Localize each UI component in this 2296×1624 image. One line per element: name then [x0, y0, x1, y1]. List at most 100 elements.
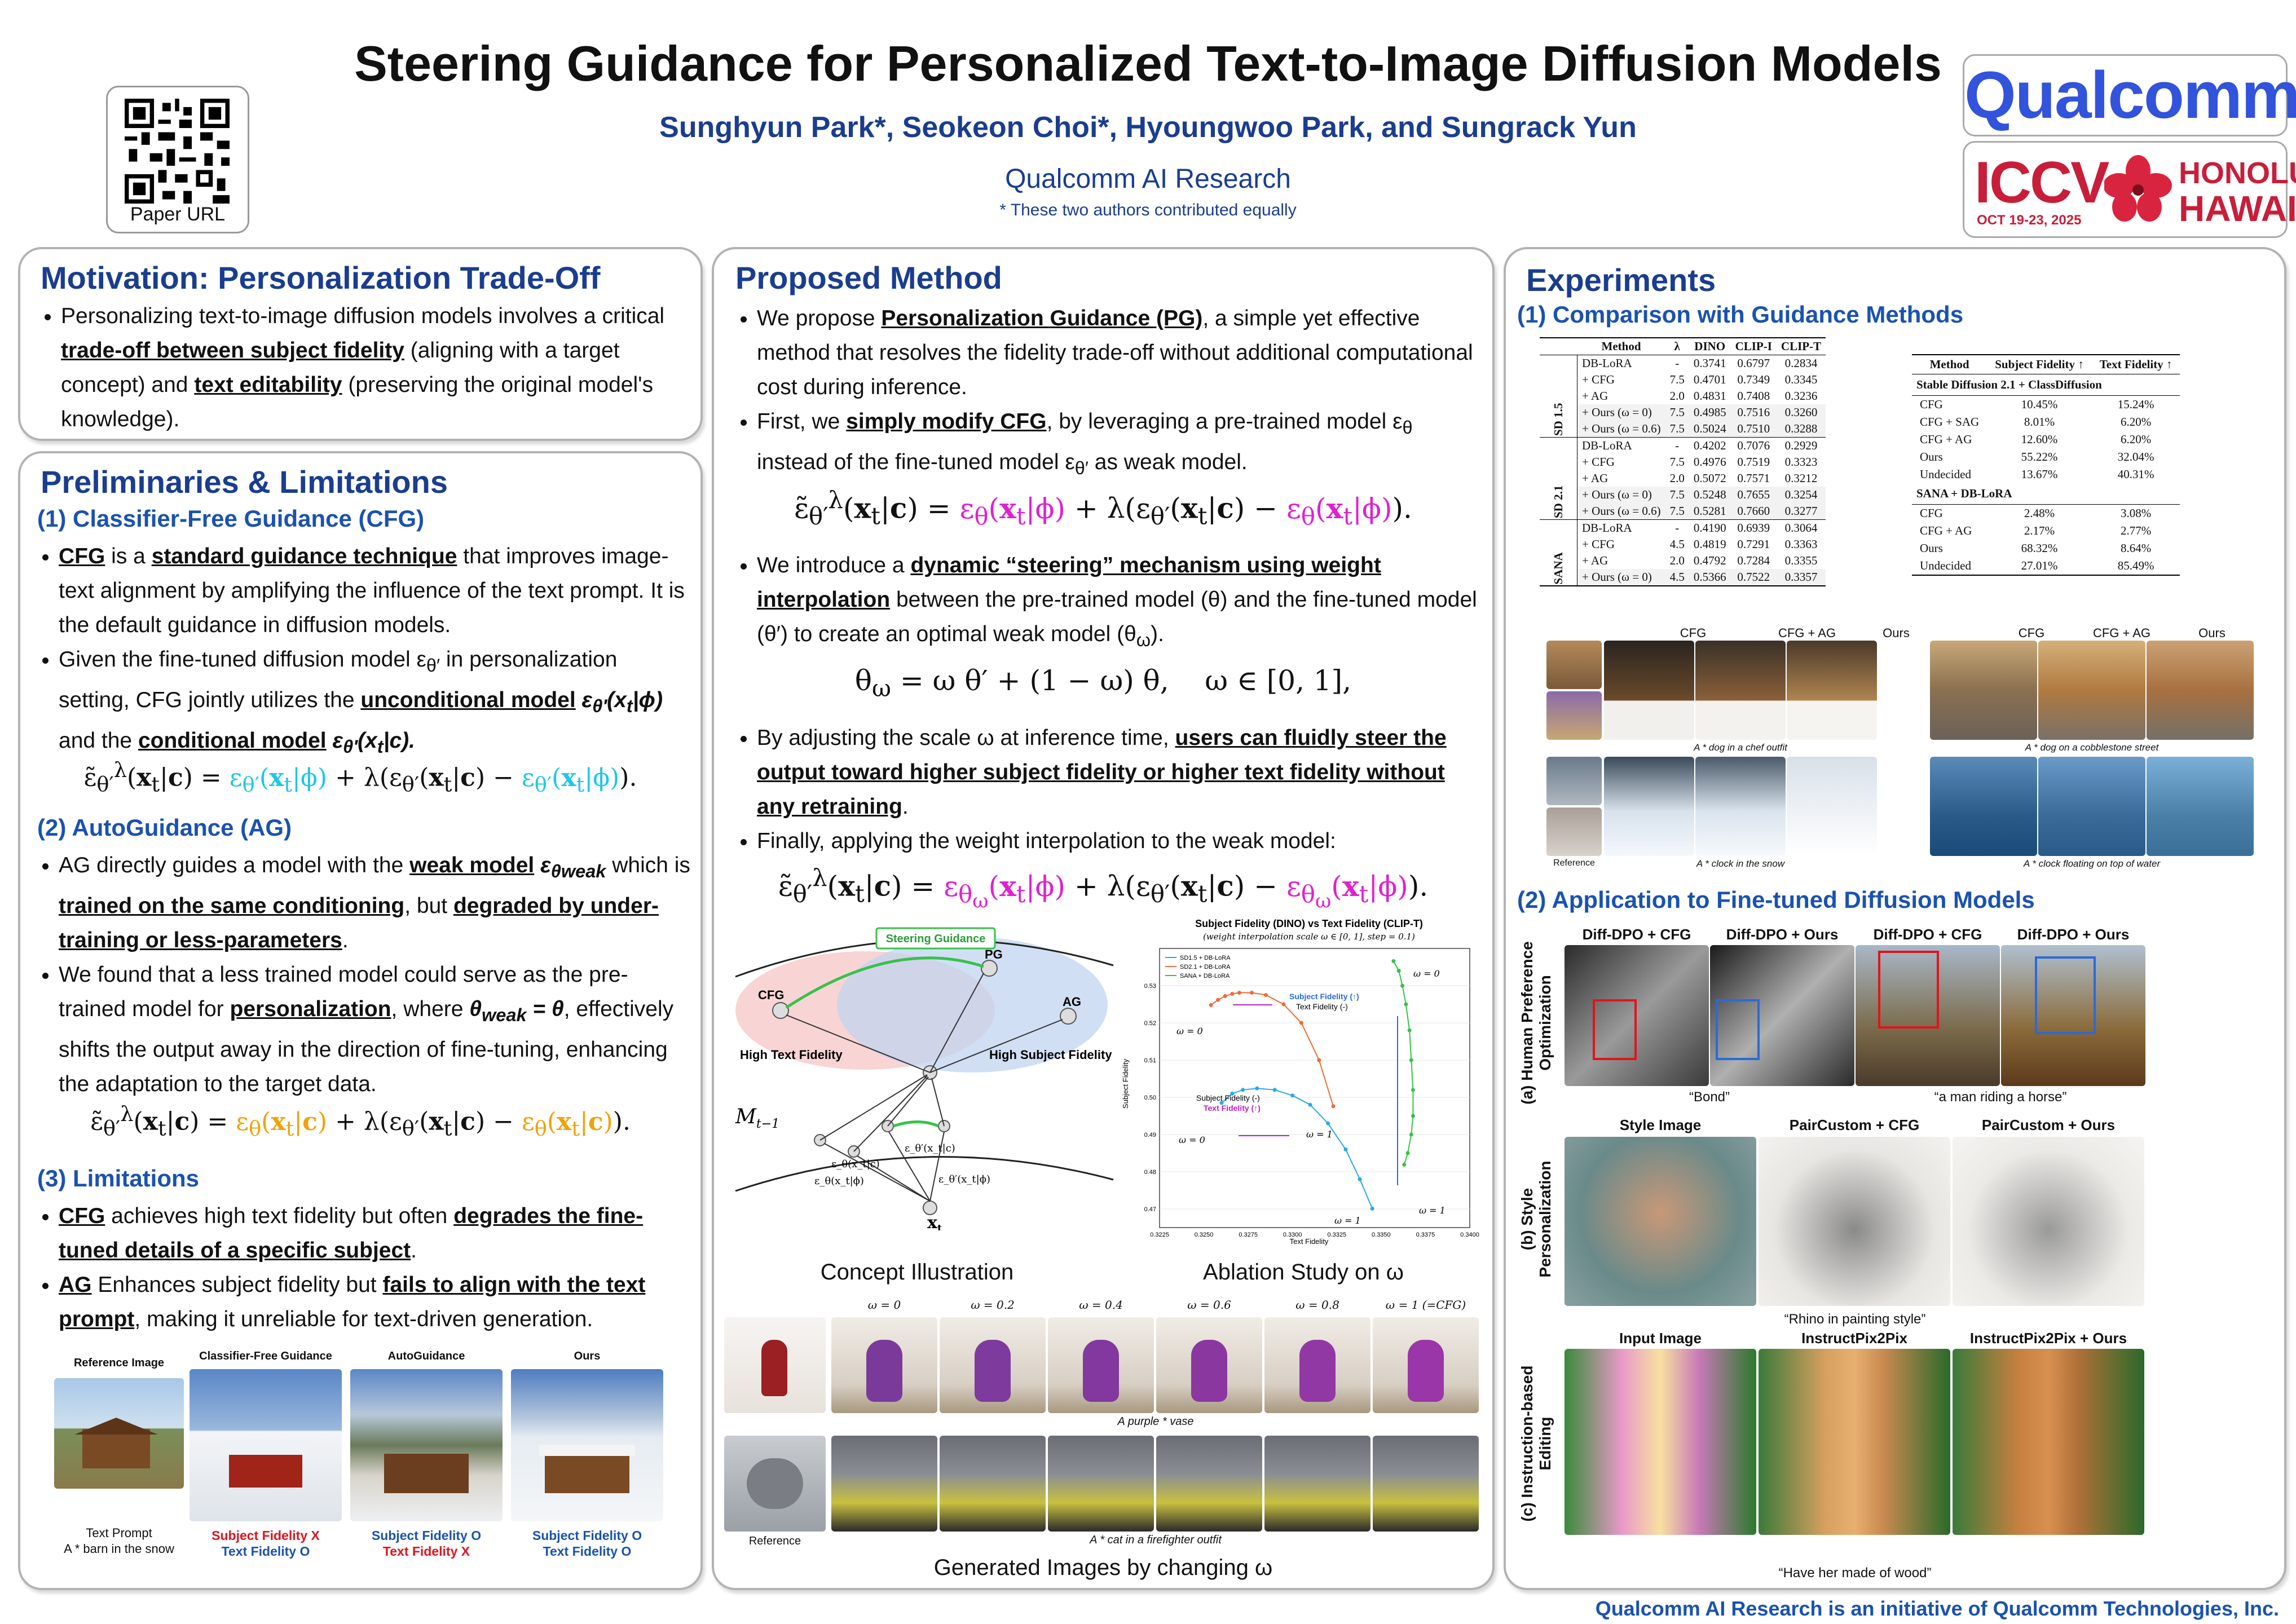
- series-point: [1404, 1002, 1408, 1007]
- experiments-panel: Experiments (1) Comparison with Guidance…: [1504, 247, 2286, 1590]
- subject-fidelity-neutral-label: Subject Fidelity (-): [1196, 1093, 1260, 1102]
- steering-arrow-bottom: [893, 1120, 939, 1128]
- table-cell: 10.45%: [2021, 398, 2058, 411]
- table-cell: 0.4701: [1693, 373, 1726, 386]
- cfg-column-label: Classifier-Free Guidance: [199, 1350, 332, 1362]
- ag-column-label: AutoGuidance: [387, 1350, 465, 1362]
- series-point: [1396, 969, 1401, 973]
- table-cell: Undecided: [1920, 559, 1971, 572]
- table-cell: 0.7284: [1737, 554, 1770, 567]
- method-title: Proposed Method: [735, 260, 1002, 295]
- series-point: [1358, 1177, 1362, 1181]
- ours-subject-verdict: Subject Fidelity O: [532, 1528, 642, 1543]
- series-point: [1255, 1086, 1259, 1091]
- hp-label: (a) Human Preference Optimization: [1518, 941, 1554, 1105]
- table-cell: 0.7349: [1737, 373, 1770, 386]
- table-cell: 0.3260: [1776, 404, 1826, 421]
- series-point: [1223, 994, 1227, 998]
- table-cell: 0.3288: [1776, 421, 1826, 438]
- series-point: [1272, 1088, 1277, 1092]
- ag-barn-image: [350, 1369, 503, 1521]
- series-point: [1409, 1058, 1413, 1062]
- iccv-dates: OCT 19-23, 2025: [1977, 213, 2082, 228]
- table-cell: + AG: [1582, 554, 1608, 567]
- grid-cfg-label-2: CFG: [2018, 626, 2045, 640]
- table-row: CFG + AG 2.17% 2.77%: [1912, 522, 2180, 540]
- table-cell: + Ours (ω = 0): [1577, 569, 1665, 586]
- interp-equation: θω = ω θ′ + (1 − ω) θ, ω ∈ [0, 1],: [854, 664, 1352, 702]
- chart-subtitle: (weight interpolation scale ω ∈ [0, 1], …: [1203, 932, 1415, 942]
- qualcomm-logo: Qualcomm: [1963, 54, 2296, 136]
- series-point: [1249, 991, 1254, 995]
- omega-label: ω = 1 (=CFG): [1385, 1298, 1466, 1312]
- hp-col-1: Diff-DPO + CFG: [1582, 926, 1691, 943]
- qr-code-box[interactable]: Paper URL: [106, 86, 249, 233]
- table-row: + Ours (ω = 0) 7.5 0.5248 0.7655 0.3254: [1540, 487, 1826, 503]
- table-cell: 0.7291: [1737, 537, 1770, 551]
- table-cell: CFG + SAG: [1920, 415, 1980, 429]
- rhino-ours-image: [1953, 1137, 2144, 1306]
- text-fidelity-up-label: Text Fidelity (↑): [1204, 1104, 1261, 1113]
- hp-col-4: Diff-DPO + Ours: [2017, 926, 2130, 943]
- grid-cfgag-label-2: CFG + AG: [2092, 626, 2151, 640]
- motivation-bullet: Personalizing text-to-image diffusion mo…: [61, 299, 694, 436]
- ours-text-verdict: Text Fidelity O: [543, 1544, 632, 1559]
- table-cell: 0.7076: [1730, 437, 1777, 454]
- hibiscus-icon: [2104, 155, 2172, 222]
- dog-street-cfgag-image: [2038, 641, 2145, 740]
- table-cell: 0.3357: [1776, 569, 1826, 586]
- table-cell: Undecided: [1920, 467, 1971, 481]
- vase-omega-image: [1264, 1317, 1370, 1413]
- chart-background: [1120, 915, 1487, 1247]
- table-cell: CFG: [1920, 506, 1943, 520]
- x-tick-label: 0.3325: [1327, 1232, 1346, 1238]
- text-prompt-label: Text Prompt: [86, 1526, 152, 1540]
- plot-frame: [1159, 948, 1470, 1228]
- table-cell: 0.7516: [1730, 404, 1777, 421]
- table-cell: 0.5248: [1689, 487, 1731, 503]
- motivation-title: Motivation: Personalization Trade-Off: [41, 260, 601, 295]
- vase-omega-image: [940, 1317, 1046, 1413]
- table-row: SD 1.5 DB-LoRA -0.3741 0.6797 0.2834: [1540, 355, 1826, 438]
- table1-header-row: Method λ DINO CLIP-I CLIP-T: [1540, 338, 1826, 355]
- omega-generation-grid: Reference ω = 0 ω = 0.2 ω = 0.4 ω = 0.6 ω = …: [724, 1298, 1486, 1563]
- table2-header: Method: [1912, 355, 1987, 374]
- table-cell: 0.4831: [1693, 389, 1726, 403]
- clock-water-prompt: A * clock floating on top of water: [2023, 858, 2161, 869]
- table-cell: 0.7408: [1737, 389, 1770, 403]
- table-cell: 0.2834: [1784, 356, 1818, 370]
- ag-text-verdict: Text Fidelity X: [382, 1544, 470, 1559]
- table-cell: 32.04%: [2117, 450, 2154, 464]
- table-cell: + AG: [1582, 389, 1608, 403]
- edit-col-3: InstructPix2Pix + Ours: [1969, 1330, 2127, 1347]
- table-row: CFG + AG 12.60% 6.20%: [1912, 431, 2180, 448]
- horse-caption: “a man riding a horse”: [1934, 1089, 2067, 1105]
- method-bullets-top: We propose Personalization Guidance (PG)…: [724, 301, 1480, 486]
- concept-caption: Concept Illustration: [820, 1260, 1014, 1285]
- method-bullets-bottom: By adjusting the scale ω at inference ti…: [724, 721, 1480, 858]
- clock-snow-cfg-image: [1604, 757, 1694, 856]
- method-panel: Proposed Method We propose Personalizati…: [712, 247, 1495, 1590]
- table-cell: CFG + AG: [1920, 524, 1972, 537]
- table-cell: 0.3277: [1776, 503, 1826, 520]
- motivation-panel: Motivation: Personalization Trade-Off Pe…: [18, 247, 703, 441]
- table2-group-label: SANA + DB-LoRA: [1912, 483, 2180, 505]
- table-row: + CFG 4.5 0.4819 0.7291 0.3363: [1540, 536, 1826, 553]
- table-cell: 7.5: [1665, 503, 1689, 520]
- table-cell: Ours: [1920, 541, 1943, 555]
- table-cell: 0.5072: [1693, 471, 1726, 485]
- edit-col-1: Input Image: [1619, 1330, 1702, 1347]
- eps-theta-phi-label: ε_θ(x_t|ϕ): [814, 1175, 864, 1187]
- table-row: + CFG 7.5 0.4976 0.7519 0.3323: [1540, 454, 1826, 470]
- table-row: + Ours (ω = 0) 4.5 0.5366 0.7522 0.3357: [1540, 569, 1826, 586]
- table-row: + Ours (ω = 0.6) 7.5 0.5281 0.7660 0.3277: [1540, 503, 1826, 520]
- table-cell: 0.4976: [1693, 455, 1726, 469]
- footer-text: Qualcomm AI Research is an initiative of…: [1595, 1597, 2279, 1620]
- cfg-bullet-1: CFG is a standard guidance technique tha…: [59, 539, 691, 642]
- clock-ref-image-2: [1546, 807, 1602, 856]
- table-row: SD 2.1 DB-LoRA -0.4202 0.7076 0.2929: [1540, 437, 1826, 520]
- table-cell: 0.4819: [1693, 537, 1726, 551]
- table-cell: 0.7660: [1730, 503, 1777, 520]
- qr-label: Paper URL: [130, 204, 226, 225]
- table-cell: -: [1665, 519, 1689, 536]
